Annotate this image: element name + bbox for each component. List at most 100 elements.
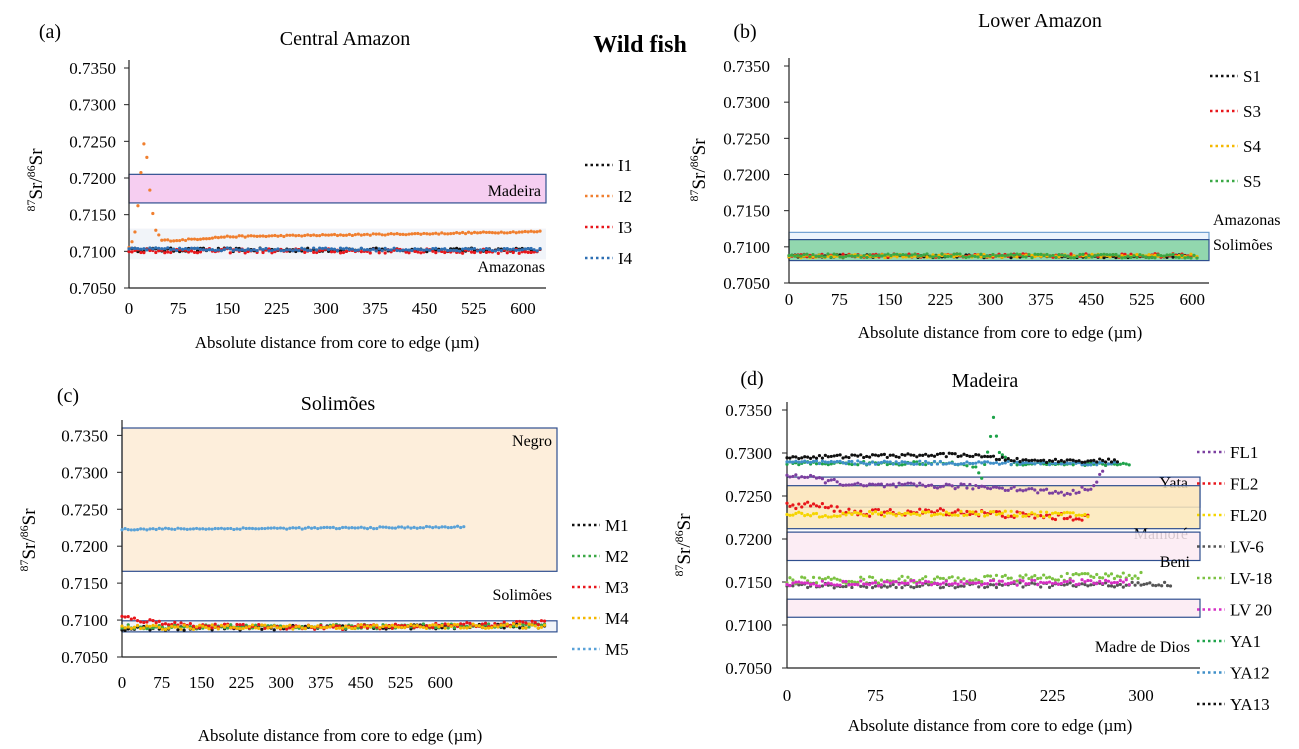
data-point — [829, 459, 833, 464]
data-point — [1071, 488, 1075, 493]
data-point — [1030, 487, 1034, 491]
data-point — [1118, 575, 1122, 579]
data-point — [1127, 582, 1131, 587]
data-point — [169, 248, 173, 252]
data-point — [1009, 514, 1013, 518]
chart-title: Madeira — [952, 370, 1019, 392]
data-point — [997, 254, 1001, 258]
data-point — [894, 514, 898, 518]
data-point — [1053, 581, 1058, 585]
data-point — [915, 512, 919, 516]
data-point — [1030, 256, 1034, 260]
data-point — [151, 527, 155, 531]
data-point — [452, 248, 456, 252]
data-point — [868, 583, 872, 587]
data-point — [841, 456, 845, 460]
data-point — [809, 504, 813, 508]
data-point — [1090, 255, 1094, 259]
data-point — [484, 250, 489, 255]
data-point — [148, 628, 152, 632]
data-point — [980, 455, 984, 459]
data-point — [226, 626, 230, 630]
data-point — [924, 511, 928, 515]
data-point — [437, 248, 441, 253]
region-band — [128, 173, 547, 204]
data-point — [434, 623, 438, 627]
data-point — [213, 526, 217, 531]
data-point — [814, 504, 819, 508]
data-point — [285, 624, 289, 628]
data-point — [437, 526, 441, 530]
data-point — [965, 464, 969, 468]
data-point — [906, 452, 910, 456]
figure-heading: Wild fish — [593, 32, 687, 58]
data-point — [288, 233, 292, 237]
data-point — [909, 453, 913, 457]
data-point — [469, 250, 474, 254]
data-point — [139, 171, 143, 175]
data-point — [909, 579, 913, 583]
data-point — [1042, 488, 1046, 492]
data-point — [1009, 576, 1013, 580]
data-point — [275, 526, 279, 530]
data-point — [889, 253, 893, 258]
data-point — [440, 525, 444, 529]
data-point — [1024, 582, 1028, 586]
series-ya1 — [785, 415, 1131, 480]
data-point — [225, 246, 229, 250]
data-point — [359, 246, 363, 250]
data-point — [841, 483, 845, 487]
data-point — [538, 229, 542, 233]
data-point — [198, 527, 202, 531]
data-point — [820, 502, 825, 506]
data-point — [344, 626, 348, 631]
data-point — [1050, 581, 1055, 586]
data-point — [418, 526, 422, 530]
data-point — [183, 247, 188, 251]
data-point — [865, 462, 869, 466]
data-point — [794, 459, 798, 463]
data-point — [260, 623, 264, 627]
data-point — [337, 526, 342, 531]
x-tick-label: 450 — [348, 673, 374, 692]
data-point — [1015, 579, 1019, 583]
data-point — [915, 584, 919, 589]
data-point — [985, 254, 989, 258]
data-point — [859, 255, 863, 259]
data-point — [365, 248, 369, 252]
data-point — [897, 582, 901, 586]
y-tick-label: 0.7250 — [725, 487, 772, 506]
data-point — [1092, 484, 1096, 488]
x-tick-label: 525 — [388, 673, 414, 692]
data-point — [148, 527, 152, 531]
data-point — [254, 623, 258, 627]
data-point — [983, 454, 987, 458]
data-point — [1000, 486, 1004, 490]
data-point — [1077, 513, 1081, 517]
data-point — [1003, 458, 1007, 462]
data-point — [956, 462, 960, 466]
x-tick-label: 150 — [189, 673, 215, 692]
data-point — [1045, 513, 1049, 517]
data-point — [1080, 578, 1084, 582]
data-point — [1065, 491, 1069, 496]
data-point — [1068, 461, 1072, 466]
data-point — [979, 252, 983, 256]
data-point — [523, 250, 527, 254]
data-point — [404, 248, 408, 252]
x-tick-label: 600 — [510, 299, 536, 318]
data-point — [1099, 253, 1103, 257]
data-point — [891, 512, 895, 516]
data-point — [1105, 253, 1109, 257]
data-point — [1062, 511, 1066, 515]
data-point — [1015, 463, 1019, 467]
data-point — [918, 507, 922, 511]
legend-label: YA13 — [1230, 695, 1270, 714]
series-lv-20 — [785, 578, 1131, 588]
data-point — [235, 622, 239, 627]
legend-label: FL20 — [1230, 506, 1267, 525]
data-point — [988, 455, 993, 459]
data-point — [1135, 255, 1139, 260]
data-point — [469, 247, 474, 251]
data-point — [182, 628, 186, 632]
